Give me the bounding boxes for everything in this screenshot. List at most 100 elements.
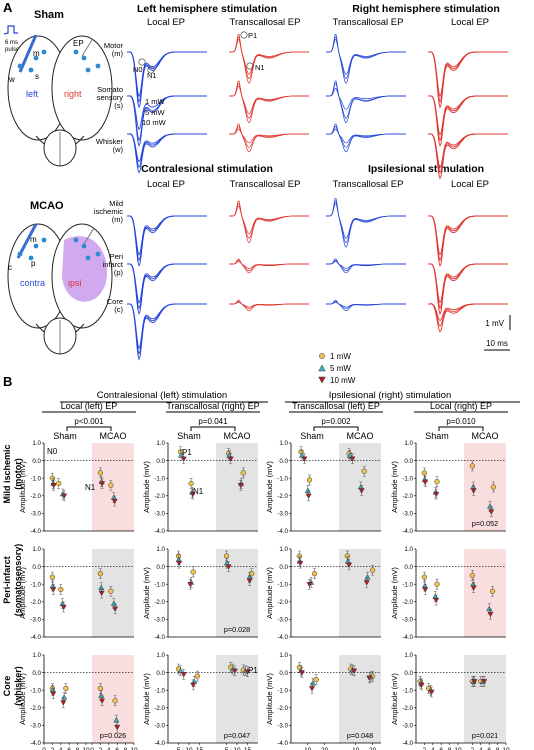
y-tick-label-r1-c3: -3.0 xyxy=(402,617,413,624)
label-p1: P1 xyxy=(248,31,257,40)
row-label-b-peri: Peri-infarct(somatosensory) xyxy=(2,544,23,617)
data-point-mcao-0-2 xyxy=(227,456,234,462)
y-tick-label-r2-c2: -1.0 xyxy=(277,687,288,694)
data-point-mcao-0-2 xyxy=(471,679,478,685)
row-label-b-mild: Mild ischemic(motor) xyxy=(2,444,23,503)
col-label-6: Transcallosal EP xyxy=(230,179,301,190)
data-point-sham-1-2 xyxy=(61,493,68,499)
data-point-mcao-1-2 xyxy=(111,498,118,505)
data-point-sham-1-2 xyxy=(60,700,67,706)
x-tick-label-c3: 10 xyxy=(502,747,510,750)
data-point-sham-1-2 xyxy=(433,491,440,498)
x-tick-label-c1: 15 xyxy=(244,747,252,750)
data-point-sham-1-2 xyxy=(305,493,312,499)
data-point-mcao-1-2 xyxy=(358,488,365,494)
y-tick-label-r0-c1: 0.0 xyxy=(156,458,165,465)
data-point-mcao-0-2 xyxy=(349,456,356,462)
group-label-mcao-2: MCAO xyxy=(347,431,374,441)
data-point-mcao-1-0 xyxy=(361,468,367,474)
data-point-mcao-1-0 xyxy=(108,588,114,594)
x-tick-label-c2: 20 xyxy=(369,747,377,750)
y-tick-label-r2-c0: 1.0 xyxy=(32,652,41,659)
y-tick-label-r0-c3: -2.0 xyxy=(402,493,413,500)
annotation-p1-core: P1 xyxy=(248,666,258,675)
y-tick-label-r2-c2: 0.0 xyxy=(279,670,288,677)
group-label-mcao-0: MCAO xyxy=(100,431,127,441)
row-label-core: Core (c) xyxy=(107,297,124,314)
group-label-mcao-3: MCAO xyxy=(472,431,499,441)
y-tick-label-r0-c2: 1.0 xyxy=(279,440,288,447)
mcao-bg-r2-c2 xyxy=(339,655,381,743)
sham-brain: 6 ms pulse m w s EP left right xyxy=(3,25,113,167)
col-label-8: Local EP xyxy=(451,179,489,190)
ep-trace-r0-c1-p0 xyxy=(229,33,309,84)
mcao-bg-r0-c3 xyxy=(464,443,506,531)
y-tick-label-r1-c0: -3.0 xyxy=(30,617,41,624)
header-left-hemi: Left hemisphere stimulation xyxy=(137,3,277,15)
y-axis-label-r1-c3: Amplitude (mV) xyxy=(390,567,399,619)
ep-trace-r5-c0-p2 xyxy=(126,303,207,350)
data-point-sham-0-2 xyxy=(176,560,183,567)
y-tick-label-r0-c0: -3.0 xyxy=(30,511,41,518)
y-tick-label-r2-c2: -3.0 xyxy=(277,723,288,730)
y-tick-label-r0-c0: 0.0 xyxy=(32,458,41,465)
y-tick-label-r2-c0: -3.0 xyxy=(30,723,41,730)
data-point-mcao-0-1 xyxy=(98,584,105,590)
ep-trace-r0-c0-p1 xyxy=(126,51,207,103)
contra-label: contra xyxy=(20,278,45,288)
row-label-whisker: Whisker (w) xyxy=(96,137,124,154)
scale-bar: 1 mV 10 ms xyxy=(484,315,511,351)
x-tick-label-c1: 10 xyxy=(233,747,241,750)
y-axis-label-r2-c3: Amplitude (mV) xyxy=(390,673,399,725)
y-tick-label-r2-c3: -3.0 xyxy=(402,723,413,730)
col-label-2: Transcallosal EP xyxy=(230,17,301,28)
y-tick-label-r1-c3: 1.0 xyxy=(404,546,413,553)
y-tick-label-r1-c1: -1.0 xyxy=(154,581,165,588)
y-tick-label-r1-c2: -4.0 xyxy=(277,634,288,641)
y-tick-label-r2-c0: -2.0 xyxy=(30,705,41,712)
data-point-mcao-1-1 xyxy=(364,574,371,580)
p-value-top-3: p=0.010 xyxy=(446,417,476,426)
data-point-mcao-0-0 xyxy=(97,685,104,692)
sig-bracket-1 xyxy=(190,426,236,431)
data-point-sham-0-2 xyxy=(50,587,57,593)
y-tick-label-r1-c2: -3.0 xyxy=(277,617,288,624)
pulse-label: 6 ms pulse xyxy=(5,40,20,53)
y-axis-label-r0-c2: Amplitude (mV) xyxy=(265,461,274,513)
data-point-mcao-1-2 xyxy=(363,580,370,586)
data-point-sham-0-2 xyxy=(418,682,425,689)
ep-trace-r1-c3-p2 xyxy=(427,95,508,136)
data-point-mcao-1-2 xyxy=(237,482,244,489)
ep-trace-r3-c2-p2 xyxy=(326,203,406,239)
y-tick-label-r0-c1: 1.0 xyxy=(156,440,165,447)
data-point-mcao-1-0 xyxy=(369,567,376,573)
data-point-sham-1-0 xyxy=(194,673,201,679)
y-tick-label-r1-c0: 1.0 xyxy=(32,546,41,553)
ep-trace-r0-c1-p1 xyxy=(229,36,309,80)
annotation-n1-tc: N1 xyxy=(193,487,204,496)
data-point-sham-1-2 xyxy=(306,581,313,588)
legend: 1 mW 5 mW 10 mW xyxy=(318,352,356,385)
ep-trace-r3-c3-p2 xyxy=(427,215,508,256)
ep-trace-r1-c2-p2 xyxy=(326,88,406,110)
ep-trace-r4-c1-p1 xyxy=(229,259,309,272)
y-tick-label-r1-c2: 1.0 xyxy=(279,546,288,553)
y-tick-label-r0-c1: -2.0 xyxy=(154,493,165,500)
ep-trace-r2-c2-p0 xyxy=(326,123,406,153)
data-point-sham-1-2 xyxy=(308,686,316,692)
group-label-sham-2: Sham xyxy=(300,431,324,441)
power-5mw: 5 mW xyxy=(145,108,166,117)
row-labels-a: Motor (m) Somato sensory (s) Whisker (w) Mil… xyxy=(94,41,124,314)
data-point-mcao-0-2 xyxy=(225,564,232,570)
data-point-sham-0-0 xyxy=(421,470,428,476)
data-point-mcao-1-0 xyxy=(490,484,497,490)
y-tick-label-r0-c3: -1.0 xyxy=(402,475,413,482)
data-point-sham-0-1 xyxy=(177,452,185,458)
data-point-mcao-1-2 xyxy=(481,679,488,685)
data-point-sham-1-2 xyxy=(433,597,440,604)
y-tick-label-r0-c3: -4.0 xyxy=(402,528,413,535)
data-point-mcao-0-2 xyxy=(99,698,106,704)
panel-pvalue-r0-c3: p=0.052 xyxy=(472,519,498,528)
power-10mw: 10 mW xyxy=(142,118,167,127)
header-contralesional: Contralesional stimulation xyxy=(141,163,273,175)
